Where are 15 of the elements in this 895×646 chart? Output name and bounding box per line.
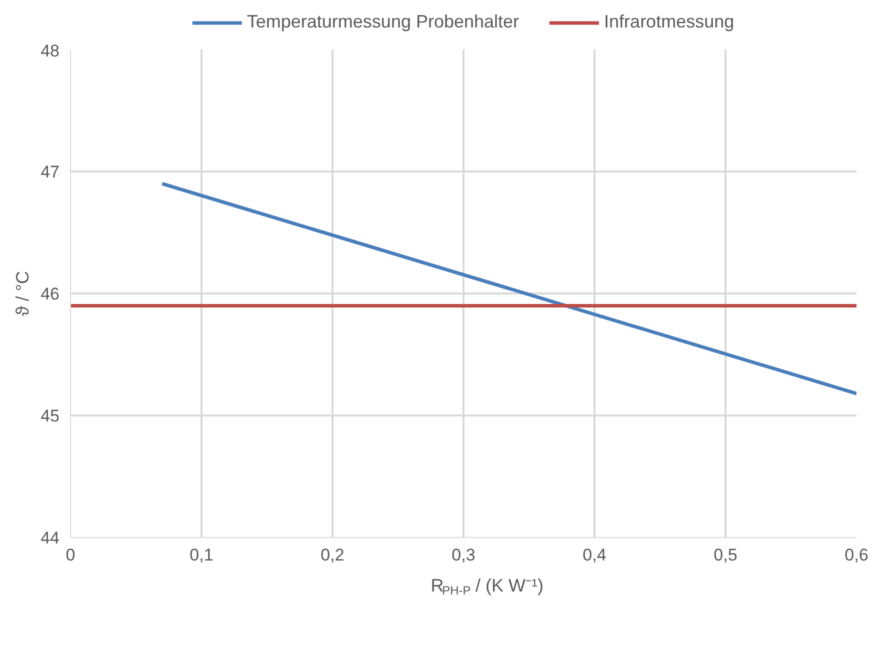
- x-tick-label: 0: [66, 546, 76, 564]
- y-axis-title: ϑ / °C: [12, 270, 33, 316]
- x-tick-label: 0,5: [714, 546, 738, 564]
- y-tick-label: 48: [40, 42, 60, 60]
- legend-label: Infrarotmessung: [604, 12, 734, 32]
- x-tick-label: 0,4: [582, 546, 606, 564]
- x-tick-label: 0,3: [452, 546, 476, 564]
- y-tick-label: 44: [40, 528, 60, 548]
- x-tick-label: 0,1: [190, 546, 214, 564]
- x-tick-label: 0,2: [320, 546, 344, 564]
- y-tick-label: 46: [40, 284, 60, 304]
- y-tick-label: 47: [40, 162, 60, 182]
- legend-label: Temperaturmessung Probenhalter: [246, 12, 520, 32]
- x-tick-label: 0,6: [844, 546, 868, 564]
- y-tick-label: 45: [40, 406, 60, 426]
